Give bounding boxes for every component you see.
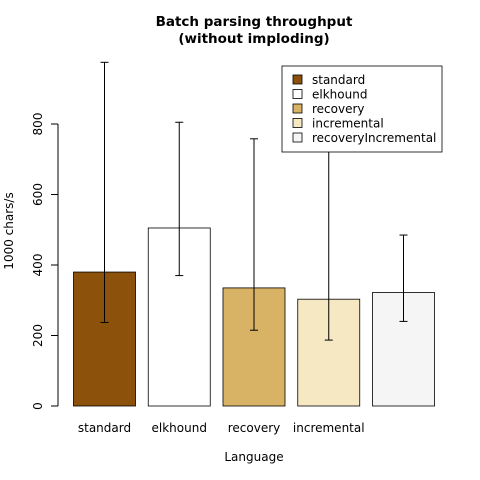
y-axis: 0 200 400 600 800 bbox=[31, 113, 59, 410]
legend-box bbox=[281, 65, 443, 153]
x-tick-label-recovery: recovery bbox=[228, 421, 281, 435]
legend-label-recoveryIncremental: recoveryIncremental bbox=[312, 131, 436, 145]
legend-label-recovery: recovery bbox=[312, 102, 365, 116]
legend-label-elkhound: elkhound bbox=[312, 88, 367, 102]
x-tick-labels: standard elkhound recovery incremental bbox=[78, 421, 365, 435]
y-tick-label: 0 bbox=[31, 402, 45, 410]
legend-label-standard: standard bbox=[312, 73, 365, 87]
y-axis-label: 1000 chars/s bbox=[2, 192, 16, 269]
legend: standardelkhoundrecoveryincrementalrecov… bbox=[281, 65, 443, 153]
legend-swatch-standard bbox=[292, 74, 303, 85]
legend-swatch-recovery bbox=[292, 103, 303, 114]
y-tick-label: 800 bbox=[31, 113, 45, 136]
x-tick-label-standard: standard bbox=[78, 421, 131, 435]
chart-title-line-1: Batch parsing throughput bbox=[156, 14, 353, 30]
x-tick-label-elkhound: elkhound bbox=[152, 421, 207, 435]
legend-swatch-incremental bbox=[292, 118, 303, 128]
y-tick-label: 200 bbox=[31, 324, 45, 347]
legend-swatch-recoveryIncremental bbox=[292, 132, 303, 143]
x-tick-label-incremental: incremental bbox=[293, 421, 365, 435]
legend-label-incremental: incremental bbox=[312, 117, 384, 131]
y-tick-label: 400 bbox=[31, 254, 45, 277]
y-tick-label: 600 bbox=[31, 183, 45, 206]
x-axis-label: Language bbox=[224, 450, 283, 464]
chart-title-line-2: (without imploding) bbox=[178, 31, 329, 47]
legend-swatch-elkhound bbox=[292, 89, 303, 99]
